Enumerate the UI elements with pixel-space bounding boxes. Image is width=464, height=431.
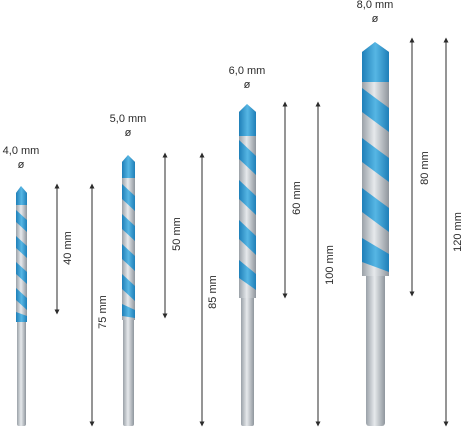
drill-bit-illustration [239,104,256,426]
drill-bit-illustration [122,155,135,426]
total-length-label: 120 mm [452,212,464,252]
working-length-label: 40 mm [62,231,74,265]
diameter-label: 6,0 mm [229,65,266,77]
diameter-symbol: ø [372,13,379,25]
diameter-label: 4,0 mm [3,145,40,157]
diameter-label: 5,0 mm [110,113,147,125]
drill-bit-8mm: 8,0 mm ø 80 mm 120 mm [357,0,464,427]
diameter-symbol: ø [244,79,251,91]
drill-bit-6mm: 6,0 mm ø 60 mm 100 mm [229,65,336,427]
drill-bit-5mm: 5,0 mm ø 50 mm 85 mm [110,113,219,427]
diameter-symbol: ø [125,127,132,139]
diameter-label: 8,0 mm [357,0,394,11]
total-length-label: 75 mm [97,295,109,329]
total-length-label: 85 mm [207,275,219,309]
drill-bit-4mm: 4,0 mm ø 40 mm 75 mm [3,145,109,427]
working-length-label: 60 mm [291,181,303,215]
drill-bit-illustration [362,42,389,426]
drill-bit-illustration [16,186,27,426]
total-length-label: 100 mm [324,245,336,285]
working-length-label: 80 mm [419,151,431,185]
working-length-label: 50 mm [171,217,183,251]
diameter-symbol: ø [18,159,25,171]
